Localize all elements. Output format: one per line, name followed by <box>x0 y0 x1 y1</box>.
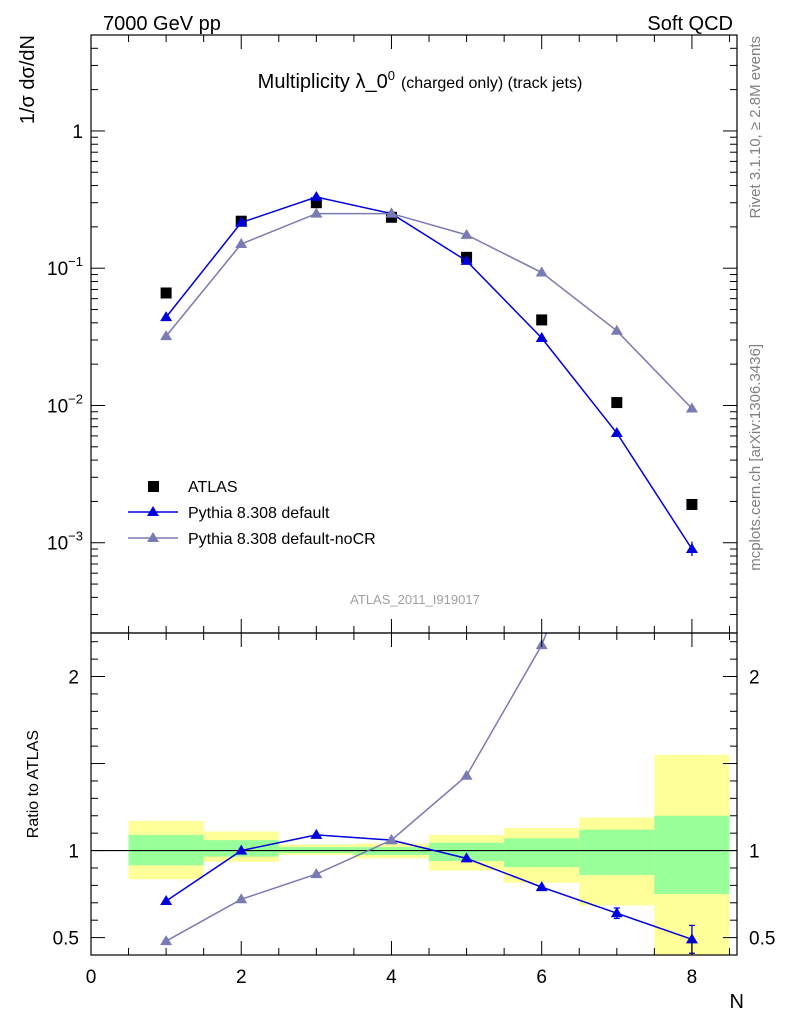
series-2-point-ratio-2 <box>235 893 248 904</box>
series-line-top-2 <box>165 212 693 410</box>
data-marks <box>160 166 698 954</box>
legend-default-marker <box>147 506 159 516</box>
axes: 1 10−1 10−2 10−3 0.5 0.5 1 1 2 2 0 2 4 6 8 <box>47 34 775 988</box>
chart-title-suffix: (charged only) (track jets) <box>401 75 582 92</box>
series-1-point-ratio-5 <box>460 852 473 863</box>
x-tick-label-3: 6 <box>536 967 547 988</box>
atlas-point-6 <box>536 314 548 326</box>
atlas-point-3 <box>310 197 322 209</box>
chart-title-main: Multiplicity λ_0 <box>258 71 388 93</box>
series-line-ratio-2 <box>165 633 548 942</box>
y-axis-label-bottom: Ratio to ATLAS <box>25 730 42 838</box>
x-axis-label: N <box>730 991 744 1013</box>
series-2-point-top-7 <box>610 324 623 335</box>
series-1-point-ratio-3 <box>310 828 323 839</box>
series-2-point-ratio-3 <box>310 868 323 879</box>
series-1-point-top-3 <box>310 191 323 202</box>
x-tick-label-1: 2 <box>236 967 247 988</box>
y-tick-label-bottom-right-1: 1 <box>749 842 760 863</box>
series-line-top-1 <box>165 196 693 550</box>
y-tick-label-top-1: 10−1 <box>47 254 83 280</box>
band-green-6 <box>579 829 655 875</box>
y-tick-label-bottom-left-0: 0.5 <box>53 929 79 950</box>
chart-title-superscript: 0 <box>388 68 395 83</box>
legend: ATLAS Pythia 8.308 default Pythia 8.308 … <box>128 479 376 548</box>
series-1-point-ratio-1 <box>160 895 173 906</box>
legend-atlas-marker <box>148 481 159 492</box>
atlas-point-8 <box>686 498 698 510</box>
legend-default-label: Pythia 8.308 default <box>188 505 330 522</box>
top-panel-marks <box>160 191 698 557</box>
series-2-point-ratio-1 <box>160 935 173 946</box>
y-tick-label-bottom-left-1: 1 <box>68 842 79 863</box>
header-right: Soft QCD <box>647 13 733 35</box>
series-1-point-top-6 <box>535 332 548 343</box>
series-1-point-top-7 <box>610 427 623 438</box>
series-2-point-top-3 <box>310 207 323 218</box>
series-2-point-top-4 <box>385 207 398 218</box>
x-tick-label-0: 0 <box>86 967 97 988</box>
mcplots-label: mcplots.cern.ch [arXiv:1306.3436] <box>747 344 764 571</box>
series-2-point-ratio-4 <box>385 834 398 845</box>
y-axis-label-top: 1/σ dσ/dN <box>17 35 39 124</box>
band-group <box>128 754 730 955</box>
band-green-5 <box>504 838 580 868</box>
series-2-point-top-8 <box>685 402 698 413</box>
series-line-ratio-1 <box>165 834 693 941</box>
series-2-point-ratio-7 <box>611 444 623 454</box>
band-green-4 <box>429 842 505 862</box>
rivet-label: Rivet 3.1.10, ≥ 2.8M events <box>747 36 764 219</box>
y-tick-label-bottom-right-2: 2 <box>749 668 760 689</box>
series-1-point-ratio-2 <box>235 844 248 855</box>
legend-atlas-label: ATLAS <box>188 479 238 496</box>
series-1-point-top-5 <box>460 254 473 265</box>
series-1-point-top-1 <box>160 311 173 322</box>
x-tick-label-4: 8 <box>687 967 698 988</box>
legend-nocr-label: Pythia 8.308 default-noCR <box>188 531 376 548</box>
y-tick-label-top-3: 10−3 <box>47 529 83 555</box>
header-left: 7000 GeV pp <box>103 13 221 35</box>
bottom-panel-frame <box>90 632 738 956</box>
bottom-panel-marks <box>160 166 698 954</box>
analysis-label: ATLAS_2011_I919017 <box>350 592 480 607</box>
series-1-point-top-2 <box>235 216 248 227</box>
series-2-point-ratio-8 <box>686 166 698 176</box>
series-2-point-top-6 <box>535 266 548 277</box>
y-tick-label-top-0: 1 <box>72 122 83 143</box>
atlas-point-7 <box>611 397 623 409</box>
legend-nocr-marker <box>147 532 159 542</box>
atlas-point-1 <box>160 287 172 299</box>
y-tick-label-bottom-left-2: 2 <box>68 668 79 689</box>
chart-title: Multiplicity λ_00 (charged only) (track j… <box>258 68 583 93</box>
series-2-point-top-5 <box>460 228 473 239</box>
series-1-point-ratio-6 <box>535 881 548 892</box>
x-tick-label-2: 4 <box>386 967 397 988</box>
y-tick-label-bottom-right-0: 0.5 <box>749 929 775 950</box>
series-2-point-top-2 <box>235 238 248 249</box>
series-2-point-top-1 <box>160 330 173 341</box>
y-tick-label-top-2: 10−2 <box>47 391 83 417</box>
series-2-point-ratio-5 <box>460 769 473 780</box>
band-green-7 <box>654 815 730 895</box>
